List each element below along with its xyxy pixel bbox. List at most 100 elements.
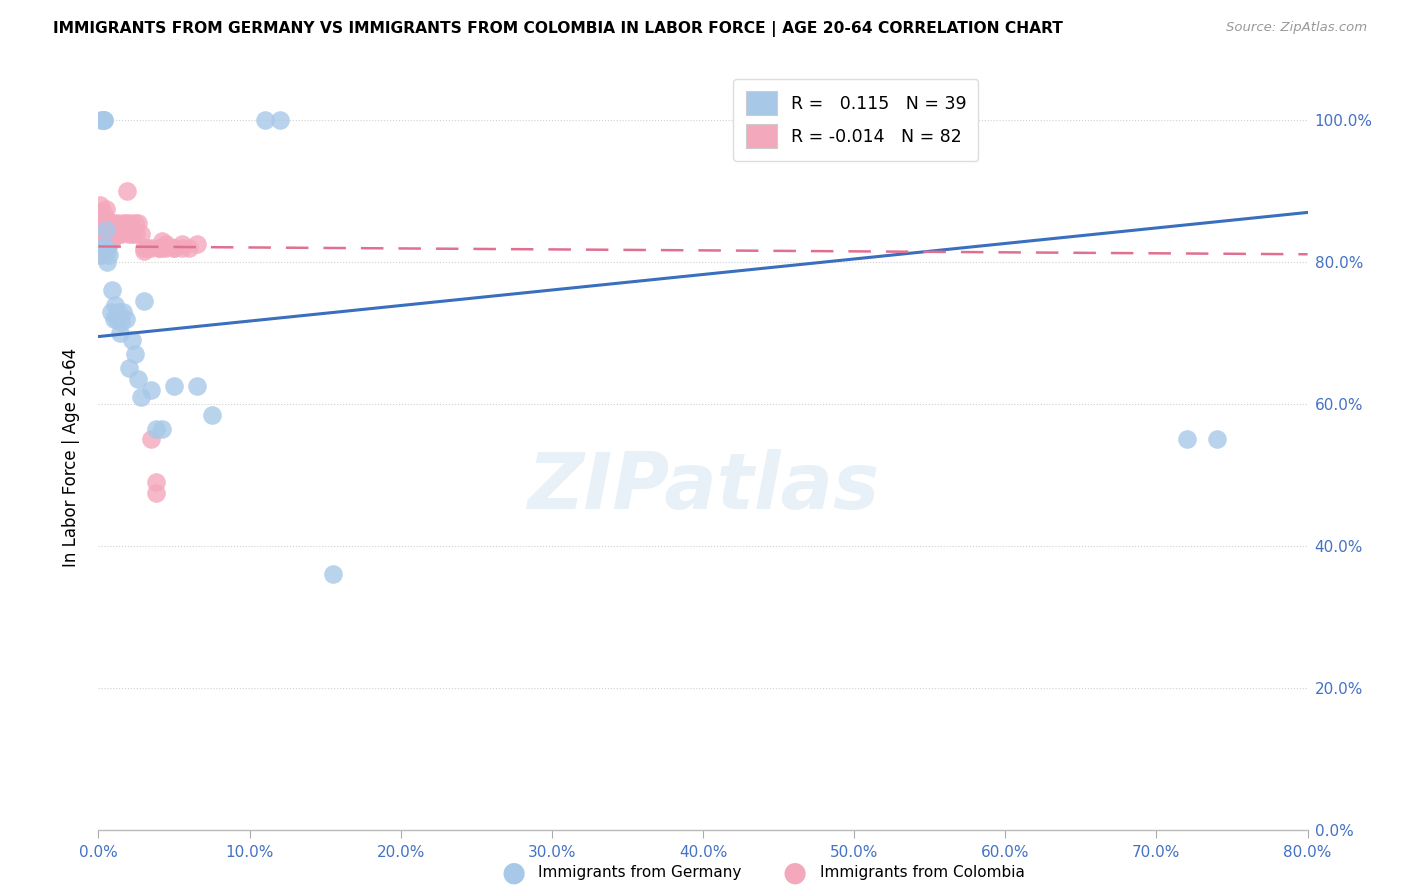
Point xyxy=(91,212,114,227)
Y-axis label: In Labor Force | Age 20-64: In Labor Force | Age 20-64 xyxy=(62,348,80,566)
Point xyxy=(91,241,114,255)
Point xyxy=(141,383,163,397)
Point xyxy=(90,248,112,262)
Point xyxy=(89,198,111,212)
Point xyxy=(1206,433,1229,447)
Point xyxy=(90,227,112,241)
Point xyxy=(145,475,167,489)
Point xyxy=(163,241,186,255)
Point xyxy=(186,237,208,252)
Point xyxy=(112,216,135,230)
Point xyxy=(94,227,117,241)
Point xyxy=(93,113,115,128)
Point xyxy=(89,219,111,234)
Legend: R =   0.115   N = 39, R = -0.014   N = 82: R = 0.115 N = 39, R = -0.014 N = 82 xyxy=(734,78,979,161)
Point xyxy=(124,347,146,361)
Point xyxy=(90,230,112,244)
Point xyxy=(91,234,114,248)
Text: IMMIGRANTS FROM GERMANY VS IMMIGRANTS FROM COLOMBIA IN LABOR FORCE | AGE 20-64 C: IMMIGRANTS FROM GERMANY VS IMMIGRANTS FR… xyxy=(53,21,1063,37)
Point xyxy=(91,219,114,234)
Point xyxy=(125,227,148,241)
Point xyxy=(90,248,112,262)
Point xyxy=(122,223,145,237)
Point xyxy=(114,311,136,326)
Point xyxy=(163,379,186,393)
Point xyxy=(120,216,142,230)
Point xyxy=(98,216,121,230)
Point xyxy=(94,234,117,248)
Point xyxy=(93,113,115,128)
Point xyxy=(96,212,118,227)
Point xyxy=(179,241,201,255)
Point xyxy=(127,372,149,386)
Point xyxy=(107,304,129,318)
Point xyxy=(90,241,112,255)
Point xyxy=(108,223,131,237)
Point xyxy=(132,294,155,309)
Point xyxy=(322,567,344,582)
Point xyxy=(148,241,170,255)
Point xyxy=(103,223,125,237)
Point xyxy=(150,234,173,248)
Point xyxy=(98,223,121,237)
Point xyxy=(105,311,128,326)
Point xyxy=(89,216,111,230)
Point xyxy=(91,113,114,128)
Point xyxy=(104,227,127,241)
Point xyxy=(110,315,132,329)
Text: Immigrants from Colombia: Immigrants from Colombia xyxy=(820,865,1025,880)
Point xyxy=(90,113,112,128)
Point xyxy=(94,219,117,234)
Point xyxy=(89,212,111,227)
Point xyxy=(135,241,157,255)
Point xyxy=(170,237,193,252)
Text: ●: ● xyxy=(782,858,807,887)
Point xyxy=(104,298,127,312)
Point xyxy=(115,184,138,198)
Point xyxy=(101,284,124,298)
Point xyxy=(96,219,118,234)
Point xyxy=(100,219,122,234)
Point xyxy=(150,422,173,436)
Point xyxy=(100,234,122,248)
Point xyxy=(269,113,291,128)
Point xyxy=(96,244,118,259)
Text: ZIPatlas: ZIPatlas xyxy=(527,449,879,525)
Point xyxy=(104,219,127,234)
Point xyxy=(103,311,125,326)
Point xyxy=(101,230,124,244)
Point xyxy=(89,205,111,219)
Point xyxy=(93,234,115,248)
Point xyxy=(100,304,122,318)
Point xyxy=(129,390,152,404)
Point xyxy=(121,227,143,241)
Point xyxy=(1175,433,1198,447)
Point xyxy=(98,230,121,244)
Point xyxy=(96,234,118,248)
Point xyxy=(145,422,167,436)
Point xyxy=(141,433,163,447)
Point xyxy=(110,227,132,241)
Point xyxy=(90,244,112,259)
Point xyxy=(93,219,115,234)
Point xyxy=(108,326,131,340)
Point xyxy=(129,227,152,241)
Point xyxy=(201,408,224,422)
Point xyxy=(118,361,141,376)
Point xyxy=(148,241,170,255)
Point xyxy=(98,248,121,262)
Point xyxy=(111,223,134,237)
Point xyxy=(91,113,114,128)
Point xyxy=(114,216,136,230)
Point xyxy=(107,216,129,230)
Point xyxy=(127,216,149,230)
Point xyxy=(94,241,117,255)
Point xyxy=(90,234,112,248)
Point xyxy=(121,333,143,347)
Point xyxy=(98,237,121,252)
Point xyxy=(94,202,117,216)
Text: Source: ZipAtlas.com: Source: ZipAtlas.com xyxy=(1226,21,1367,34)
Point xyxy=(155,241,177,255)
Point xyxy=(110,219,132,234)
Point xyxy=(111,304,134,318)
